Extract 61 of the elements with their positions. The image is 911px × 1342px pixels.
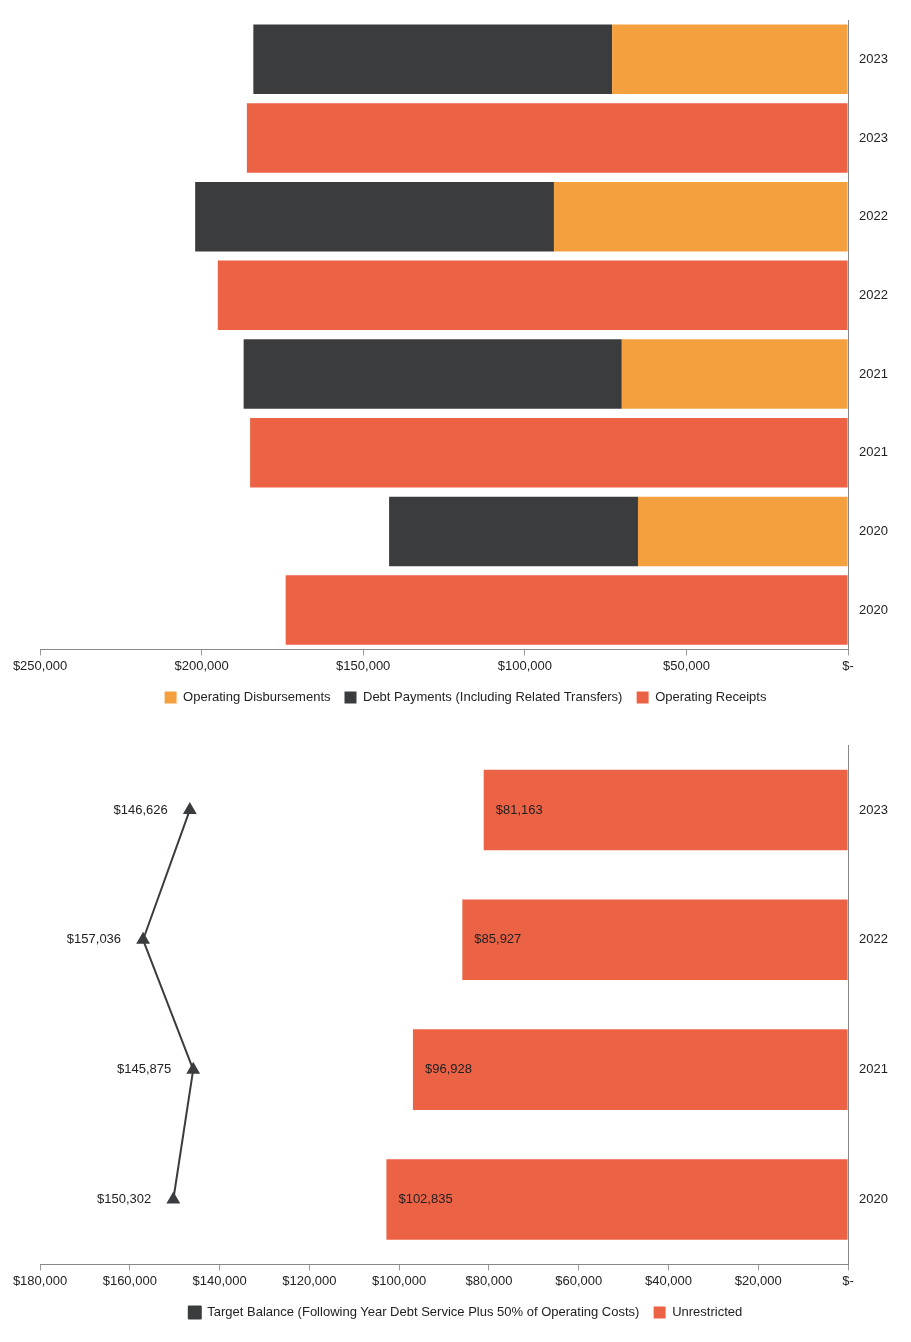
bar: [253, 24, 613, 95]
y-tick-label: 2023: [859, 50, 888, 66]
data-label: $157,036: [66, 931, 122, 947]
point: [187, 1062, 200, 1074]
y-tick-label: 2021: [859, 365, 888, 381]
y-tick-label: 2021: [859, 444, 888, 460]
y-tick-label: 2023: [859, 801, 888, 817]
bar: [637, 496, 848, 567]
y-tick-label: 2020: [859, 1191, 888, 1207]
point: [183, 802, 197, 814]
x-tick-label: $60,000: [555, 1272, 603, 1288]
y-tick-label: 2022: [859, 286, 888, 302]
x-tick-label: $200,000: [174, 657, 229, 673]
legend-label: Operating Receipts: [655, 689, 767, 705]
bar: [250, 417, 848, 488]
bar: [386, 1159, 848, 1240]
y-tick-label: 2022: [859, 208, 888, 224]
y-tick-label: 2020: [859, 601, 888, 617]
data-label: $85,927: [474, 931, 522, 947]
x-tick-label: $180,000: [12, 1272, 68, 1288]
data-label: $102,835: [398, 1191, 453, 1207]
data-label: $81,163: [495, 801, 543, 817]
x-tick-label: $80,000: [465, 1272, 513, 1288]
bar: [243, 339, 622, 409]
x-tick-label: $120,000: [282, 1272, 337, 1288]
legend-label: Target Balance (Following Year Debt Service Plus 50% of Operating Costs): [207, 1304, 640, 1320]
point: [136, 932, 150, 944]
x-tick-label: $160,000: [102, 1272, 157, 1288]
bar: [285, 575, 848, 645]
bar: [483, 769, 848, 851]
bar: [462, 899, 848, 981]
x-tick-label: $50,000: [662, 657, 710, 673]
y-tick-label: 2023: [859, 129, 888, 145]
x-tick-label: $100,000: [372, 1272, 427, 1288]
y-tick-label: 2021: [859, 1061, 888, 1077]
legend-label: Unrestricted: [672, 1304, 743, 1320]
point: [167, 1192, 180, 1204]
x-tick-label: $140,000: [192, 1272, 247, 1288]
bar: [412, 1029, 848, 1110]
bar: [195, 181, 554, 252]
x-tick-label: $40,000: [645, 1272, 693, 1288]
x-tick-label: $250,000: [12, 657, 68, 673]
bar: [621, 339, 848, 409]
bar: [246, 103, 848, 173]
data-label: $96,928: [424, 1061, 472, 1077]
bar: [389, 496, 638, 567]
x-tick-label: $20,000: [734, 1272, 782, 1288]
x-tick-label: $100,000: [497, 657, 552, 673]
legend-label: Operating Disbursements: [183, 689, 331, 705]
data-label: $150,302: [97, 1191, 152, 1207]
x-tick-label: $-: [842, 657, 854, 673]
bar: [553, 181, 848, 252]
legend-label: Debt Payments (Including Related Transfers): [362, 689, 623, 705]
x-tick-label: $-: [842, 1272, 854, 1288]
bar: [217, 260, 848, 331]
x-tick-label: $150,000: [336, 657, 391, 673]
y-tick-label: 2022: [859, 931, 888, 947]
y-tick-label: 2020: [859, 522, 888, 538]
data-label: $146,626: [113, 801, 168, 817]
bar: [612, 24, 848, 95]
data-label: $145,875: [116, 1061, 172, 1077]
